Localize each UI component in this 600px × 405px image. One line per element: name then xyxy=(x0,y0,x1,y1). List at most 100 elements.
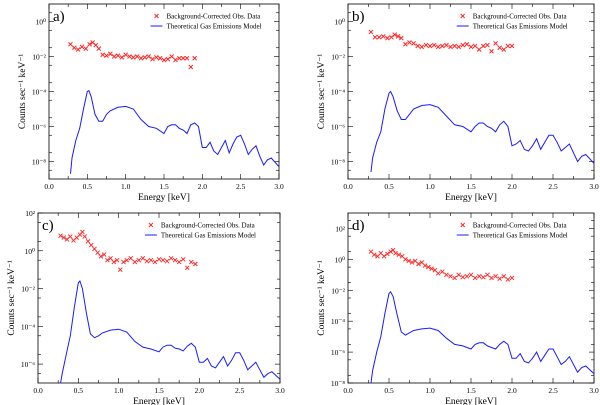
observed-point xyxy=(429,266,434,271)
observed-point-stroke xyxy=(168,256,174,261)
observed-point-stroke xyxy=(83,46,89,51)
observed-point-stroke xyxy=(497,45,503,51)
observed-point-stroke xyxy=(123,52,128,58)
legend-label-observed: Background-Corrected Obs. Data xyxy=(473,13,568,21)
observed-point-stroke xyxy=(452,43,457,49)
observed-point xyxy=(485,42,490,48)
observed-point xyxy=(98,254,104,259)
observed-point xyxy=(398,35,404,41)
observed-point-stroke xyxy=(67,234,73,239)
observed-point xyxy=(505,43,511,49)
observed-point-stroke xyxy=(398,35,404,41)
x-tick-label: 0.0 xyxy=(343,182,353,191)
observed-point xyxy=(452,43,457,49)
observed-point-stroke xyxy=(378,250,384,256)
observed-point-stroke xyxy=(180,55,186,61)
legend: Background-Corrected Obs. Data Theoretic… xyxy=(150,13,262,31)
legend-marker-stroke xyxy=(460,222,466,228)
observed-point-stroke xyxy=(157,55,163,61)
x-tick-label: 3.0 xyxy=(589,386,599,395)
x-tick-label: 1.0 xyxy=(425,182,435,191)
x-tick-label: 1.0 xyxy=(114,386,124,395)
observed-point-stroke xyxy=(385,251,390,257)
observed-point xyxy=(146,54,151,59)
observed-point xyxy=(464,41,470,47)
observed-point-stroke xyxy=(180,256,186,262)
panel-a: a) 0.0 0.5 1.0 1.5 2.0 2.5 3.0 10⁰ 10⁻² 10⁻⁴ 10⁻⁶ 1… xyxy=(18,3,284,203)
observed-point xyxy=(448,44,453,50)
x-tick-label: 1.5 xyxy=(466,386,476,395)
observed-point xyxy=(83,46,89,51)
observed-point-stroke xyxy=(419,44,425,50)
observed-point xyxy=(79,44,85,50)
observed-point xyxy=(423,42,429,48)
observed-point xyxy=(111,259,117,265)
observed-point-stroke xyxy=(429,266,434,271)
observed-point xyxy=(184,55,190,61)
x-tick-label: 1.5 xyxy=(154,386,164,395)
y-tick-label: 10⁻² xyxy=(331,53,345,62)
panel-label: c) xyxy=(42,218,54,234)
observed-point xyxy=(136,257,142,263)
observed-point xyxy=(119,55,125,60)
model-series-line xyxy=(70,89,280,174)
observed-point xyxy=(509,275,515,281)
observed-point-stroke xyxy=(184,55,190,61)
observed-point xyxy=(456,272,462,278)
observed-point-stroke xyxy=(409,260,415,265)
observed-point-stroke xyxy=(117,267,123,272)
observed-point xyxy=(468,44,474,50)
observed-point-stroke xyxy=(432,267,438,273)
observed-point-stroke xyxy=(134,54,140,59)
observed-point-stroke xyxy=(156,256,162,262)
x-axis-label: Energy [keV] xyxy=(445,193,497,203)
observed-point-stroke xyxy=(140,256,146,261)
x-tick-label: 3.0 xyxy=(589,182,599,191)
observed-point-stroke xyxy=(493,41,498,46)
observed-point xyxy=(177,55,182,61)
observed-point xyxy=(88,242,94,248)
observed-point-stroke xyxy=(448,44,453,50)
observed-point xyxy=(114,257,120,263)
observed-point-stroke xyxy=(75,47,81,52)
observed-point-stroke xyxy=(423,42,429,48)
x-tick-label: 3.0 xyxy=(274,182,284,191)
observed-point xyxy=(480,274,486,280)
observed-point xyxy=(176,259,182,265)
y-tick-label: 10⁻² xyxy=(32,53,46,62)
observed-point-stroke xyxy=(154,55,159,60)
observed-point-stroke xyxy=(115,53,121,58)
observed-point-stroke xyxy=(372,34,378,40)
observed-point-stroke xyxy=(419,260,425,265)
observed-point-stroke xyxy=(388,249,393,254)
x-tick-label: 3.0 xyxy=(275,386,285,395)
y-tick-label: 10⁻⁶ xyxy=(331,348,345,357)
observed-point-stroke xyxy=(480,274,486,280)
observed-point xyxy=(452,275,457,281)
observed-point-stroke xyxy=(403,257,408,262)
observed-point xyxy=(468,272,474,278)
observed-point xyxy=(148,257,154,263)
observed-point-stroke xyxy=(452,275,457,281)
observed-point-stroke xyxy=(108,256,113,261)
x-tick-label: 1.5 xyxy=(466,182,476,191)
observed-point-stroke xyxy=(393,250,398,256)
observed-point xyxy=(82,234,88,239)
observed-point-stroke xyxy=(381,253,387,259)
observed-point xyxy=(85,239,91,244)
observed-point xyxy=(388,249,393,254)
observed-point xyxy=(180,55,186,61)
y-tick-label: 10⁰ xyxy=(334,255,345,264)
observed-point-stroke xyxy=(192,55,197,61)
y-tick-label: 10⁻² xyxy=(331,286,345,295)
observed-point-stroke xyxy=(132,259,138,265)
observed-point-stroke xyxy=(509,43,515,49)
observed-point-stroke xyxy=(119,55,125,60)
observed-point-stroke xyxy=(177,55,182,61)
observed-point-stroke xyxy=(93,42,99,48)
observed-point-stroke xyxy=(121,259,126,265)
observed-point-stroke xyxy=(476,274,482,279)
observed-point-stroke xyxy=(161,57,167,63)
observed-point xyxy=(464,274,470,279)
panel-label: d) xyxy=(352,218,365,234)
